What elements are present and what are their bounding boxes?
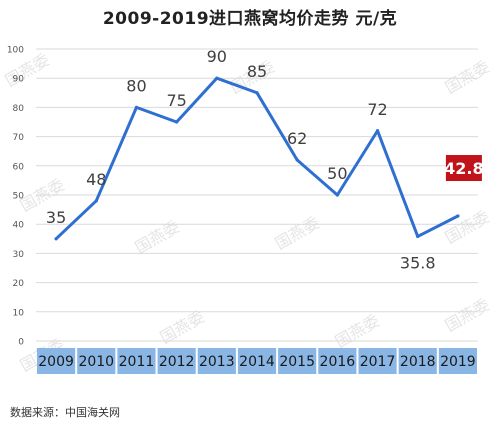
y-tick-label: 10 bbox=[13, 308, 25, 318]
watermark-layer: 国燕委国燕委国燕委国燕委国燕委国燕委国燕委国燕委国燕委国燕委国燕委 bbox=[2, 50, 493, 375]
data-point bbox=[175, 120, 179, 124]
data-label: 48 bbox=[86, 170, 106, 189]
y-axis-ticks: 0 10 20 30 40 50 60 70 80 90 100 bbox=[7, 46, 24, 348]
watermark-text: 国燕委 bbox=[332, 311, 383, 351]
data-point bbox=[215, 76, 219, 80]
x-tick-label: 2012 bbox=[159, 354, 195, 370]
data-label: 35.8 bbox=[400, 253, 436, 272]
y-tick-label: 80 bbox=[13, 104, 25, 114]
data-label: 85 bbox=[247, 62, 267, 81]
data-label: 90 bbox=[207, 47, 227, 66]
gridlines bbox=[36, 48, 478, 342]
y-tick-label: 50 bbox=[13, 192, 25, 202]
x-category-cell bbox=[77, 348, 116, 374]
x-tick-label: 2009 bbox=[38, 354, 74, 370]
x-tick-label: 2011 bbox=[119, 354, 155, 370]
x-category-cell bbox=[237, 348, 277, 374]
data-label: 35 bbox=[46, 208, 66, 227]
y-tick-label: 90 bbox=[13, 75, 25, 85]
data-label: 62 bbox=[287, 129, 307, 148]
chart-title: 2009-2019进口燕窝均价走势 元/克 bbox=[102, 9, 398, 29]
watermark-text: 国燕委 bbox=[442, 207, 493, 247]
x-tick-label: 2014 bbox=[239, 354, 275, 370]
data-label: 50 bbox=[327, 164, 347, 183]
x-category-cell bbox=[398, 348, 437, 374]
x-category-cell bbox=[117, 348, 156, 374]
x-category-cell bbox=[358, 348, 397, 374]
watermark-text: 国燕委 bbox=[132, 217, 183, 257]
data-label: 80 bbox=[126, 76, 146, 95]
watermark-text: 国燕委 bbox=[442, 57, 493, 97]
x-category-cell bbox=[157, 348, 196, 374]
x-tick-label: 2015 bbox=[279, 354, 315, 370]
series-layer bbox=[54, 76, 460, 241]
data-point bbox=[134, 105, 139, 109]
x-axis-band: 2009 2010 2011 2012 2013 2014 2015 2016 2017 2018… bbox=[37, 348, 477, 374]
x-category-cell bbox=[278, 348, 317, 374]
watermark-text: 国燕委 bbox=[272, 213, 323, 253]
x-category-cell bbox=[197, 348, 236, 374]
data-point bbox=[375, 129, 380, 133]
data-point bbox=[94, 199, 98, 203]
data-point bbox=[456, 214, 460, 218]
x-tick-label: 2019 bbox=[440, 354, 476, 370]
source-note: 数据来源：中国海关网 bbox=[10, 406, 120, 419]
data-label: 75 bbox=[166, 91, 186, 110]
x-category-cell bbox=[37, 348, 76, 374]
data-label: 42.8 bbox=[444, 159, 483, 178]
y-tick-label: 70 bbox=[13, 133, 25, 143]
series-line bbox=[54, 76, 460, 241]
y-tick-label: 100 bbox=[7, 46, 24, 56]
watermark-text: 国燕委 bbox=[2, 50, 53, 90]
x-tick-label: 2013 bbox=[199, 354, 235, 370]
data-label: 72 bbox=[367, 100, 387, 119]
x-tick-label: 2017 bbox=[360, 354, 396, 370]
data-point bbox=[335, 193, 339, 197]
data-labels: 35 48 80 75 90 85 62 50 72 35.8 42.8 bbox=[46, 47, 484, 272]
y-tick-label: 30 bbox=[13, 250, 25, 260]
x-category-cell bbox=[438, 348, 477, 374]
data-point bbox=[295, 158, 299, 162]
highlight-label-box bbox=[445, 155, 482, 182]
x-tick-label: 2010 bbox=[78, 354, 114, 370]
x-tick-label: 2018 bbox=[400, 354, 436, 370]
data-point bbox=[255, 91, 259, 95]
y-tick-label: 40 bbox=[13, 221, 25, 231]
watermark-text: 国燕委 bbox=[442, 295, 493, 335]
y-tick-label: 60 bbox=[13, 162, 25, 172]
x-tick-label: 2016 bbox=[320, 354, 356, 370]
x-category-cell bbox=[318, 348, 357, 374]
data-point bbox=[54, 237, 58, 241]
data-point bbox=[416, 234, 420, 239]
y-tick-label: 20 bbox=[13, 279, 25, 289]
y-tick-label: 0 bbox=[18, 338, 24, 348]
